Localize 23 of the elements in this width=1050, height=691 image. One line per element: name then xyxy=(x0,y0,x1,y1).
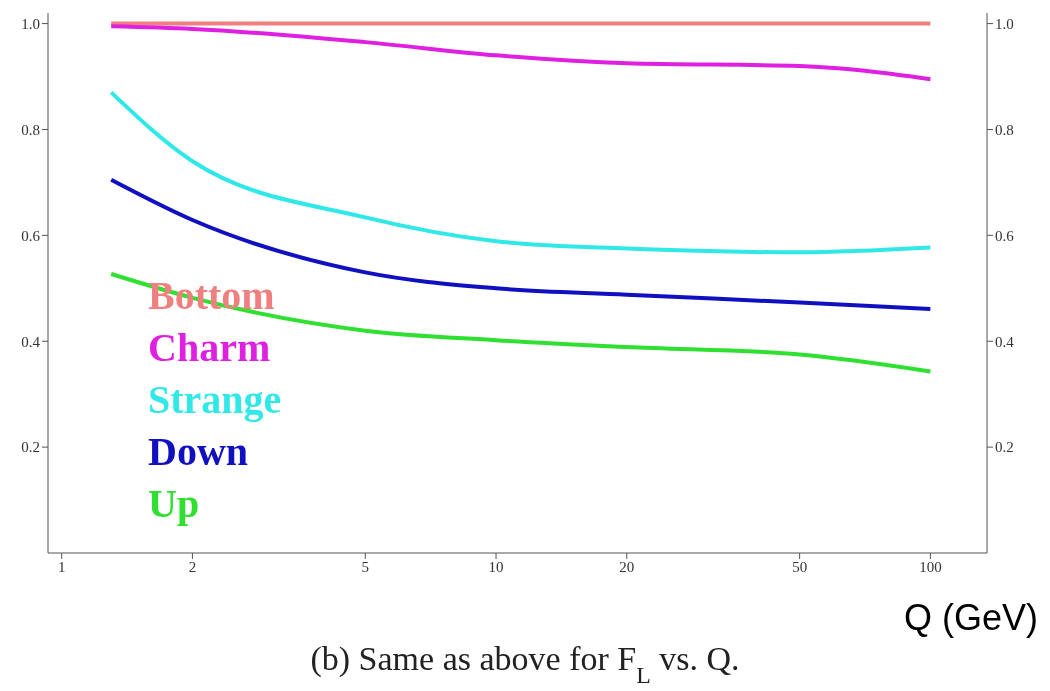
text: Up xyxy=(148,480,201,528)
y2-tick-label: 0.4 xyxy=(995,333,1015,350)
y-tick-label: 0.2 xyxy=(21,439,40,456)
x-tick-label: 20 xyxy=(619,558,635,575)
x-tick-label: 10 xyxy=(488,558,504,575)
y-tick-label: 0.4 xyxy=(21,333,41,350)
x-tick-label: 100 xyxy=(919,558,942,575)
x-tick-label: 1 xyxy=(57,558,66,575)
y2-tick-label: 0.2 xyxy=(995,439,1014,456)
x-axis-title: Q (GeV) xyxy=(903,596,1038,640)
x-tick-label: 5 xyxy=(361,558,370,575)
y2-tick-label: 0.6 xyxy=(995,227,1015,244)
y2-tick-label: 1.0 xyxy=(995,15,1014,32)
x-tick-label: 50 xyxy=(792,558,808,575)
text: Strange xyxy=(148,376,282,424)
text: Charm xyxy=(148,324,272,372)
y2-tick-label: 0.8 xyxy=(995,121,1014,138)
text: (b) Same as above for F$_{L}$ vs. Q. xyxy=(310,640,740,688)
y-tick-label: 0.6 xyxy=(21,227,41,244)
x-tick-label: 2 xyxy=(188,558,197,575)
text: Down xyxy=(148,428,250,476)
y-tick-label: 1.0 xyxy=(21,15,40,32)
y-tick-label: 0.8 xyxy=(21,121,40,138)
